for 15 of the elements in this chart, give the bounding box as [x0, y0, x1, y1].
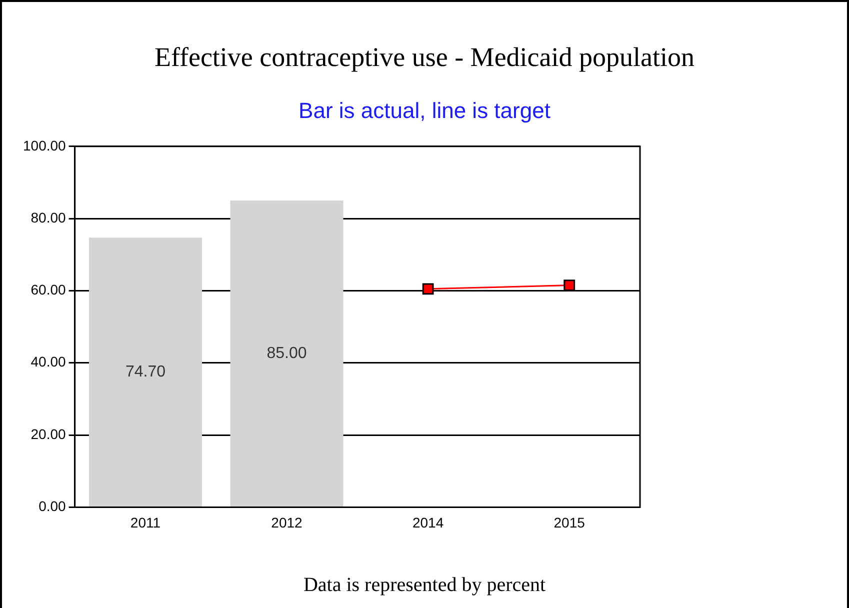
y-tick-label: 80.00	[30, 209, 66, 226]
x-tick-label: 2014	[412, 514, 444, 530]
y-tick-label: 60.00	[30, 282, 66, 298]
y-tick-label: 40.00	[30, 354, 66, 370]
chart-subtitle: Bar is actual, line is target	[298, 98, 552, 124]
x-tick-label: 2011	[130, 514, 161, 530]
y-tick-label: 100.00	[22, 137, 66, 154]
text: Data is represented by percent	[302, 574, 547, 597]
x-tick-label: 2015	[554, 514, 586, 530]
x-tick-label: 2012	[271, 514, 303, 530]
chart-title: Effective contraceptive use - Medicaid population	[153, 42, 696, 73]
y-tick-label: 20.00	[30, 426, 66, 442]
data-label: 74.70	[125, 363, 166, 380]
data-label: 85.00	[266, 344, 307, 362]
y-tick-label: 0.00	[38, 498, 66, 514]
